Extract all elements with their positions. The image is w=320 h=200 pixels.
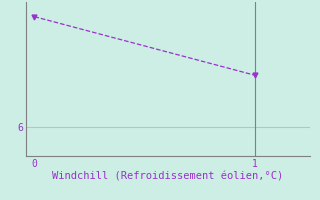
X-axis label: Windchill (Refroidissement éolien,°C): Windchill (Refroidissement éolien,°C) <box>52 172 284 182</box>
